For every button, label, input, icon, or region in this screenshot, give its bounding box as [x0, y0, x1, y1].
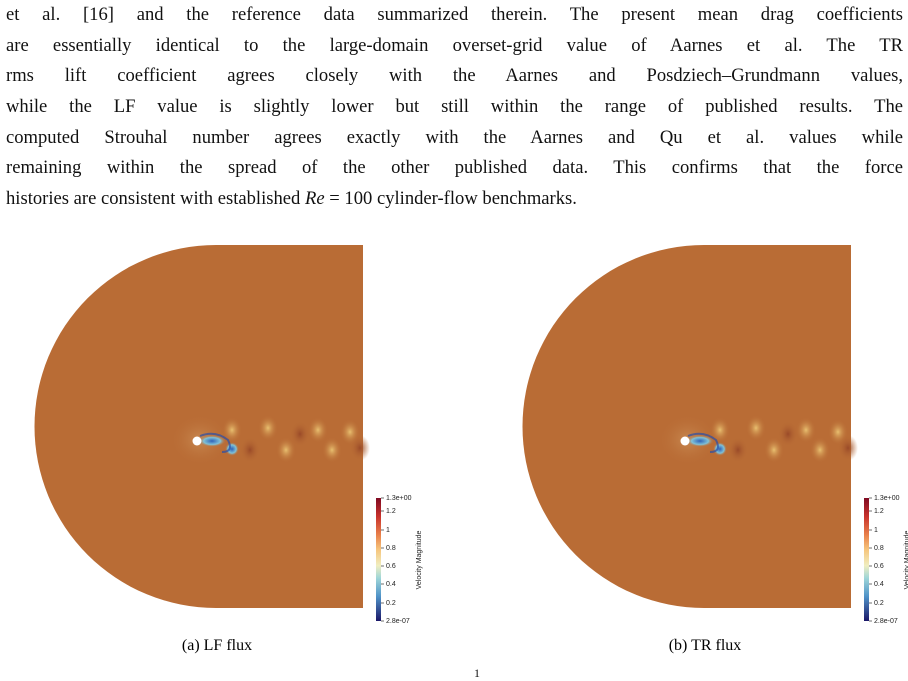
wake-vortex — [350, 435, 370, 461]
colorbar-label: 0.8 — [874, 545, 884, 552]
figure-panel: 1.3e+00 1.2 1 0.8 0.6 0.4 0.2 2.8e-07 Velocity M… — [35, 245, 423, 654]
cylinder — [681, 437, 690, 446]
cylinder — [193, 437, 202, 446]
colorbar-label: 1.2 — [386, 508, 396, 515]
wake-vortex — [838, 435, 858, 461]
colorbar-label: 1 — [874, 527, 878, 534]
wake-vortex — [290, 421, 310, 447]
figure-caption: (a) LF flux — [182, 637, 252, 654]
wake-core — [225, 442, 239, 456]
colorbar-label: 0.6 — [874, 563, 884, 570]
colorbar-title: Velocity Magnitude — [416, 531, 423, 590]
wake-vortex — [728, 437, 748, 463]
wake-vortex — [240, 437, 260, 463]
wake-vortex — [778, 421, 798, 447]
wake-vortex — [746, 415, 766, 441]
wake-vortex — [308, 417, 328, 443]
wake-vortex — [322, 437, 342, 463]
wake-vortex — [810, 437, 830, 463]
colorbar-label: 2.8e-07 — [874, 618, 898, 625]
colorbar-label: 1.2 — [874, 508, 884, 515]
colorbar-label: 1.3e+00 — [386, 495, 412, 502]
colorbar-title: Velocity Magnitude — [904, 531, 908, 590]
colorbar-label: 0.2 — [386, 600, 396, 607]
colorbar-label: 0.6 — [386, 563, 396, 570]
wake-core — [713, 442, 727, 456]
colorbar-label: 0.2 — [874, 600, 884, 607]
colorbar-label: 1 — [386, 527, 390, 534]
colorbar-label: 2.8e-07 — [386, 618, 410, 625]
colorbar — [864, 498, 869, 621]
colorbar — [376, 498, 381, 621]
figure-panel: 1.3e+00 1.2 1 0.8 0.6 0.4 0.2 2.8e-07 Velocity M… — [523, 245, 908, 654]
colorbar-label: 0.4 — [874, 581, 884, 588]
figure-caption: (b) TR flux — [669, 637, 742, 654]
colorbar-label: 1.3e+00 — [874, 495, 900, 502]
wake-vortex — [258, 415, 278, 441]
colorbar-label: 0.4 — [386, 581, 396, 588]
wake-vortex — [796, 417, 816, 443]
colorbar-label: 0.8 — [386, 545, 396, 552]
